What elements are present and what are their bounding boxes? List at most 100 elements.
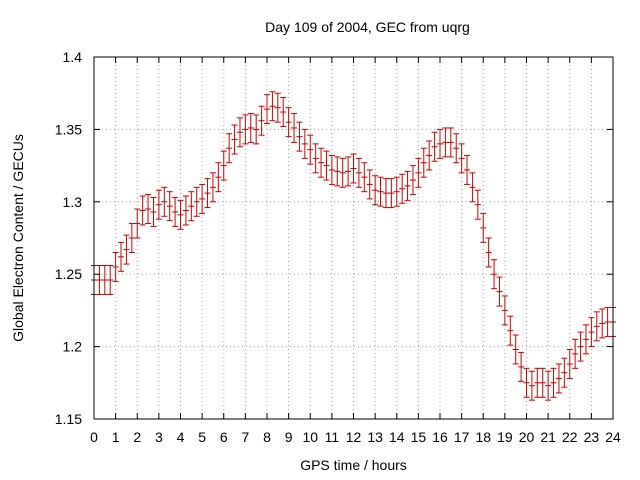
data-point <box>388 178 395 209</box>
data-point <box>247 112 254 143</box>
data-point <box>242 114 249 145</box>
data-point <box>193 186 200 217</box>
data-point <box>577 331 584 362</box>
data-point <box>393 176 400 207</box>
data-point <box>339 157 346 188</box>
chart-title: Day 109 of 2004, GEC from uqrg <box>265 19 470 35</box>
x-tick-label: 0 <box>90 429 98 445</box>
data-point <box>361 162 368 193</box>
data-point <box>582 324 589 355</box>
data-point <box>209 172 216 203</box>
x-tick-label: 15 <box>411 429 427 445</box>
data-point <box>539 367 546 398</box>
data-point <box>415 157 422 188</box>
data-point <box>604 307 611 337</box>
data-point <box>437 128 443 159</box>
x-tick-label: 13 <box>367 429 383 445</box>
data-point <box>182 195 189 226</box>
data-point <box>566 348 573 379</box>
data-point <box>345 156 352 187</box>
data-point <box>431 131 438 162</box>
x-tick-label: 12 <box>346 429 362 445</box>
data-point <box>496 276 503 307</box>
y-tick-label: 1.15 <box>55 411 82 427</box>
data-point <box>312 143 319 174</box>
data-point <box>350 153 357 184</box>
data-point <box>474 189 481 220</box>
data-point <box>269 91 276 122</box>
data-point <box>480 212 487 243</box>
y-tick-label: 1.2 <box>63 339 83 355</box>
y-tick-label: 1.3 <box>63 194 83 210</box>
x-tick-label: 4 <box>177 429 185 445</box>
x-tick-label: 20 <box>519 429 535 445</box>
x-tick-label: 2 <box>133 429 141 445</box>
y-tick-label: 1.25 <box>55 266 82 282</box>
data-point <box>507 315 514 346</box>
data-point <box>123 234 130 265</box>
data-point <box>377 176 384 207</box>
grid <box>94 57 613 419</box>
data-point <box>545 370 552 401</box>
data-point <box>134 208 141 239</box>
data-point <box>150 196 157 227</box>
data-point <box>188 191 195 222</box>
data-point <box>399 173 406 204</box>
data-point <box>155 189 162 220</box>
data-point <box>366 169 373 200</box>
data-point <box>215 162 222 193</box>
data-point <box>101 265 108 295</box>
x-tick-label: 21 <box>540 429 556 445</box>
data-point <box>491 259 498 290</box>
data-point <box>426 140 433 171</box>
data-point <box>226 133 233 164</box>
data-point <box>280 97 287 128</box>
data-point <box>177 199 184 230</box>
data-point <box>334 156 341 187</box>
data-point <box>318 147 325 178</box>
x-tick-label: 14 <box>389 429 405 445</box>
data-point <box>301 128 308 159</box>
data-point <box>409 165 416 196</box>
data-point <box>404 170 411 201</box>
data-point <box>236 117 243 148</box>
x-tick-label: 18 <box>475 429 491 445</box>
data-point <box>161 186 168 217</box>
data-point <box>328 154 335 185</box>
data-point <box>442 127 449 158</box>
data-point <box>534 367 541 398</box>
data-point <box>469 172 476 203</box>
x-tick-label: 17 <box>454 429 470 445</box>
data-point <box>512 334 519 365</box>
data-point <box>145 194 152 225</box>
x-tick-label: 10 <box>302 429 318 445</box>
x-tick-label: 23 <box>584 429 600 445</box>
data-point <box>139 195 146 226</box>
x-tick-label: 6 <box>220 429 228 445</box>
data-point <box>172 196 179 227</box>
data-point <box>96 265 103 295</box>
data-point <box>112 251 119 282</box>
y-tick-label: 1.4 <box>63 49 83 65</box>
data-point <box>128 223 135 253</box>
data-point <box>220 150 227 181</box>
x-tick-label: 1 <box>112 429 120 445</box>
x-tick-label: 16 <box>432 429 448 445</box>
x-tick-label: 8 <box>263 429 271 445</box>
data-point <box>447 127 454 158</box>
data-point <box>323 150 330 181</box>
data-point <box>231 124 238 155</box>
x-axis-title: GPS time / hours <box>300 457 407 473</box>
x-tick-label: 7 <box>241 429 249 445</box>
data-point <box>285 107 292 138</box>
data-point <box>199 183 206 214</box>
data-point <box>485 237 492 268</box>
data-point <box>166 191 173 222</box>
data-point <box>264 94 270 125</box>
data-point <box>420 147 427 178</box>
data-point <box>253 114 260 145</box>
y-tick-label: 1.35 <box>55 121 82 137</box>
x-tick-label: 5 <box>198 429 206 445</box>
data-point <box>561 357 568 388</box>
